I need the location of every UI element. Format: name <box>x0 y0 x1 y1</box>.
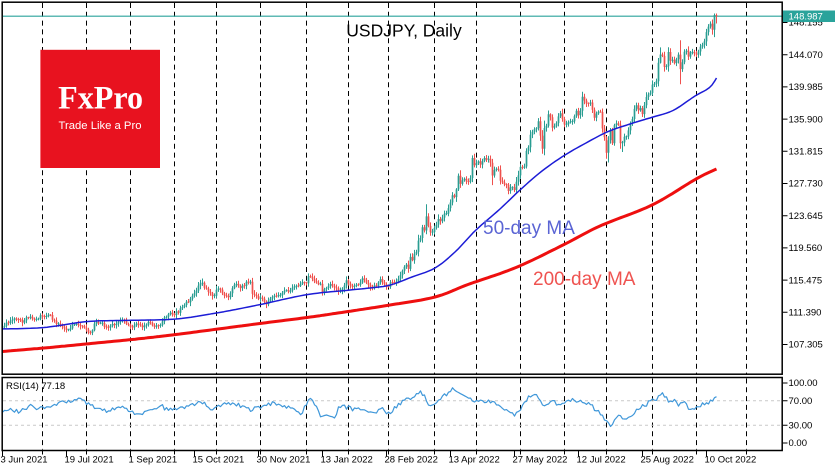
svg-text:131.815: 131.815 <box>789 147 823 158</box>
svg-text:USDJPY, Daily: USDJPY, Daily <box>346 21 462 41</box>
svg-text:144.070: 144.070 <box>789 50 823 61</box>
svg-text:100.00: 100.00 <box>789 378 818 389</box>
svg-text:30.00: 30.00 <box>789 421 813 432</box>
svg-text:200-day MA: 200-day MA <box>533 269 636 290</box>
svg-text:RSI(14) 77.18: RSI(14) 77.18 <box>6 381 65 392</box>
svg-text:139.985: 139.985 <box>789 82 823 93</box>
svg-text:111.390: 111.390 <box>789 308 822 319</box>
svg-text:27 May 2022: 27 May 2022 <box>513 455 568 466</box>
svg-text:148.987: 148.987 <box>789 12 823 23</box>
svg-text:28 Feb 2022: 28 Feb 2022 <box>385 455 438 466</box>
svg-text:0.00: 0.00 <box>789 438 808 449</box>
svg-text:25 Aug 2022: 25 Aug 2022 <box>641 455 694 466</box>
svg-text:107.305: 107.305 <box>789 340 823 351</box>
svg-text:19 Jul 2021: 19 Jul 2021 <box>65 455 114 466</box>
svg-text:13 Jan 2022: 13 Jan 2022 <box>321 455 373 466</box>
svg-text:Trade Like a Pro: Trade Like a Pro <box>59 120 142 132</box>
svg-text:1 Sep 2021: 1 Sep 2021 <box>129 455 178 466</box>
svg-text:3 Jun 2021: 3 Jun 2021 <box>1 455 48 466</box>
svg-text:10 Oct 2022: 10 Oct 2022 <box>705 455 757 466</box>
svg-text:127.730: 127.730 <box>789 179 823 190</box>
svg-text:13 Apr 2022: 13 Apr 2022 <box>449 455 500 466</box>
svg-text:15 Oct 2021: 15 Oct 2021 <box>193 455 245 466</box>
svg-text:FxPro: FxPro <box>58 81 143 117</box>
svg-text:70.00: 70.00 <box>789 396 813 407</box>
svg-text:135.900: 135.900 <box>789 114 823 125</box>
svg-text:30 Nov 2021: 30 Nov 2021 <box>257 455 311 466</box>
svg-text:12 Jul 2022: 12 Jul 2022 <box>577 455 626 466</box>
svg-text:119.560: 119.560 <box>789 243 823 254</box>
svg-text:148.155: 148.155 <box>789 18 823 29</box>
svg-text:123.645: 123.645 <box>789 211 823 222</box>
svg-text:115.475: 115.475 <box>789 275 823 286</box>
svg-text:50-day MA: 50-day MA <box>483 218 575 239</box>
